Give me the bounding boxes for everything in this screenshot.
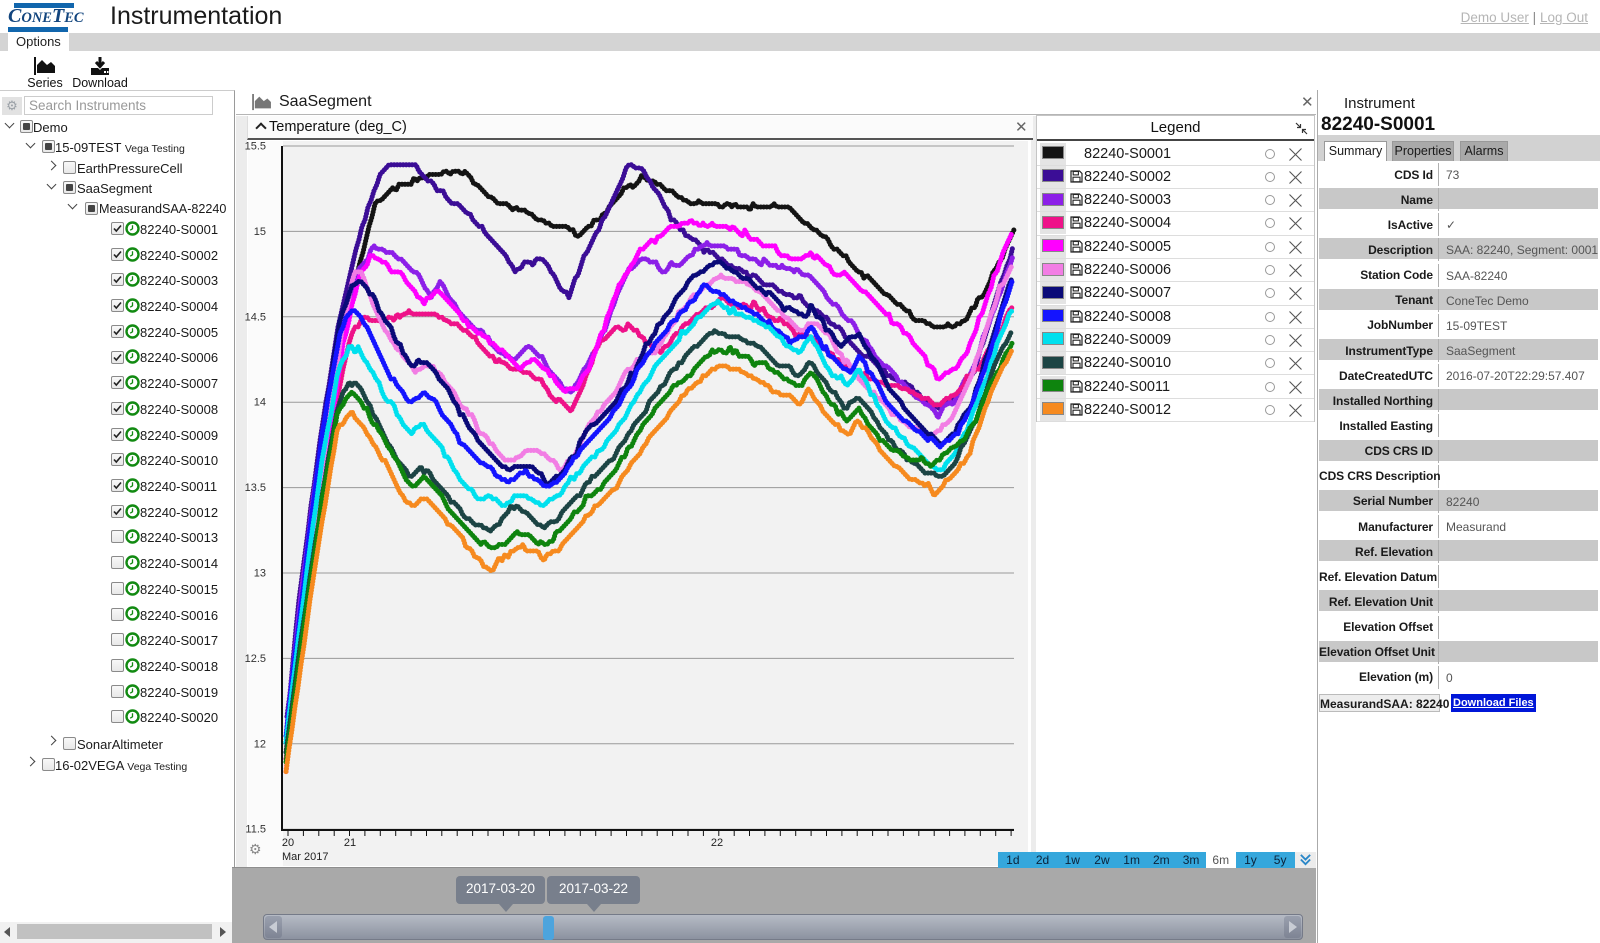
svg-text:11.5: 11.5 <box>245 824 266 836</box>
svg-text:14.5: 14.5 <box>245 311 266 323</box>
svg-text:13.5: 13.5 <box>245 482 266 494</box>
svg-text:Mar 2017: Mar 2017 <box>282 851 328 863</box>
svg-text:14: 14 <box>254 397 266 409</box>
svg-text:15: 15 <box>254 226 266 238</box>
svg-text:12: 12 <box>254 738 266 750</box>
svg-text:13: 13 <box>254 568 266 580</box>
svg-text:22: 22 <box>711 837 723 849</box>
svg-text:21: 21 <box>344 837 356 849</box>
svg-text:20: 20 <box>282 837 294 849</box>
svg-text:12.5: 12.5 <box>245 653 266 665</box>
svg-text:15.5: 15.5 <box>245 141 266 153</box>
